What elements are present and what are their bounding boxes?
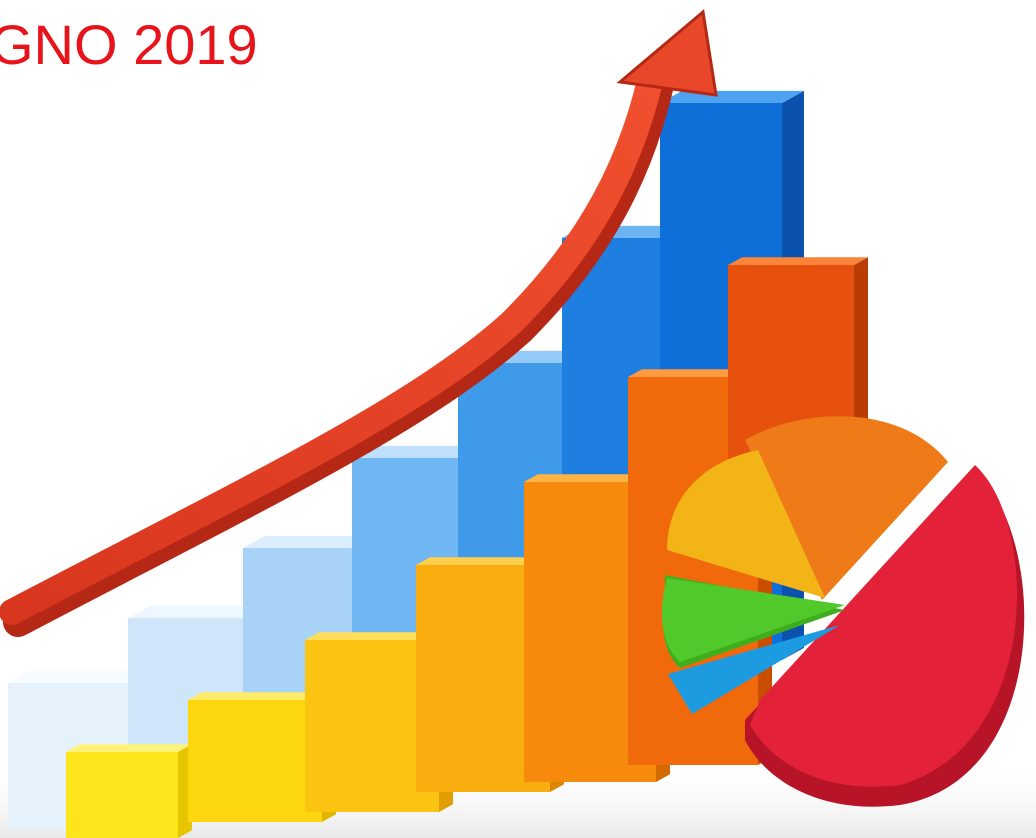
title: GNO 2019	[0, 13, 258, 76]
pie-slice-red	[750, 465, 1018, 787]
pie-chart	[661, 416, 1025, 807]
pie-slice-green	[661, 578, 845, 662]
pie-slice-orange	[745, 416, 948, 600]
pie-slice-blue	[668, 625, 840, 714]
pie-slice-yellow	[667, 450, 825, 598]
bar-front	[188, 700, 322, 822]
bar-top	[128, 605, 272, 618]
bar-top	[66, 744, 192, 752]
bar-top	[8, 670, 158, 683]
arrow-shaft	[0, 59, 665, 625]
trend-arrow	[0, 9, 718, 637]
bar-top	[188, 692, 336, 700]
bar-front	[66, 752, 178, 838]
arrow-head	[616, 9, 718, 97]
bar-side	[854, 257, 868, 470]
bar-top	[243, 535, 383, 548]
bar-top	[728, 257, 868, 265]
bar-top	[660, 90, 804, 103]
